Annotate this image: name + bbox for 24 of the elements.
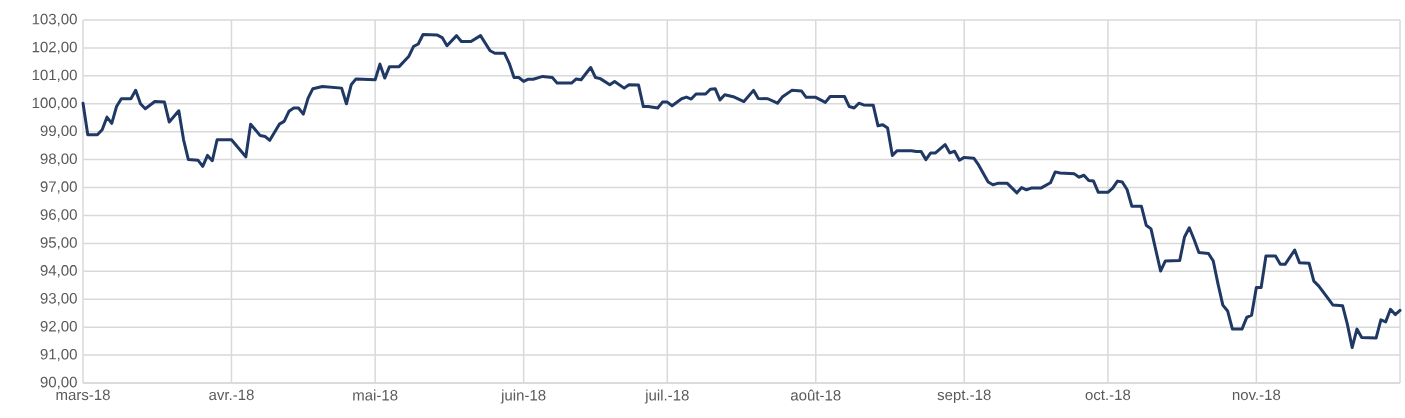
y-tick-label: 91,00 <box>40 348 77 362</box>
y-tick-label: 102,00 <box>32 41 77 55</box>
y-tick-label: 90,00 <box>40 376 77 390</box>
y-tick-label: 101,00 <box>32 69 77 83</box>
x-tick-label: août-18 <box>790 389 841 401</box>
y-tick-label: 103,00 <box>32 13 77 27</box>
x-tick-label: mai-18 <box>353 389 398 401</box>
x-tick-label: juil.-18 <box>644 389 689 404</box>
y-tick-label: 100,00 <box>32 97 77 110</box>
x-tick-label: nov.-18 <box>1232 389 1281 401</box>
x-tick-label: sept.-18 <box>937 389 991 404</box>
x-tick-label: mars-18 <box>56 389 110 401</box>
y-tick-label: 94,00 <box>40 265 77 278</box>
y-tick-label: 92,00 <box>40 320 77 334</box>
y-tick-label: 95,00 <box>40 237 77 250</box>
y-tick-label: 97,00 <box>40 181 77 194</box>
x-tick-label: juin-18 <box>500 389 546 404</box>
x-tick-label: oct.-18 <box>1085 389 1131 401</box>
x-tick-label: avr.-18 <box>209 389 254 401</box>
y-tick-label: 93,00 <box>40 293 77 306</box>
line-series <box>81 33 1402 350</box>
y-tick-label: 99,00 <box>40 125 77 138</box>
y-tick-label: 98,00 <box>40 153 77 166</box>
y-tick-label: 96,00 <box>40 209 77 222</box>
